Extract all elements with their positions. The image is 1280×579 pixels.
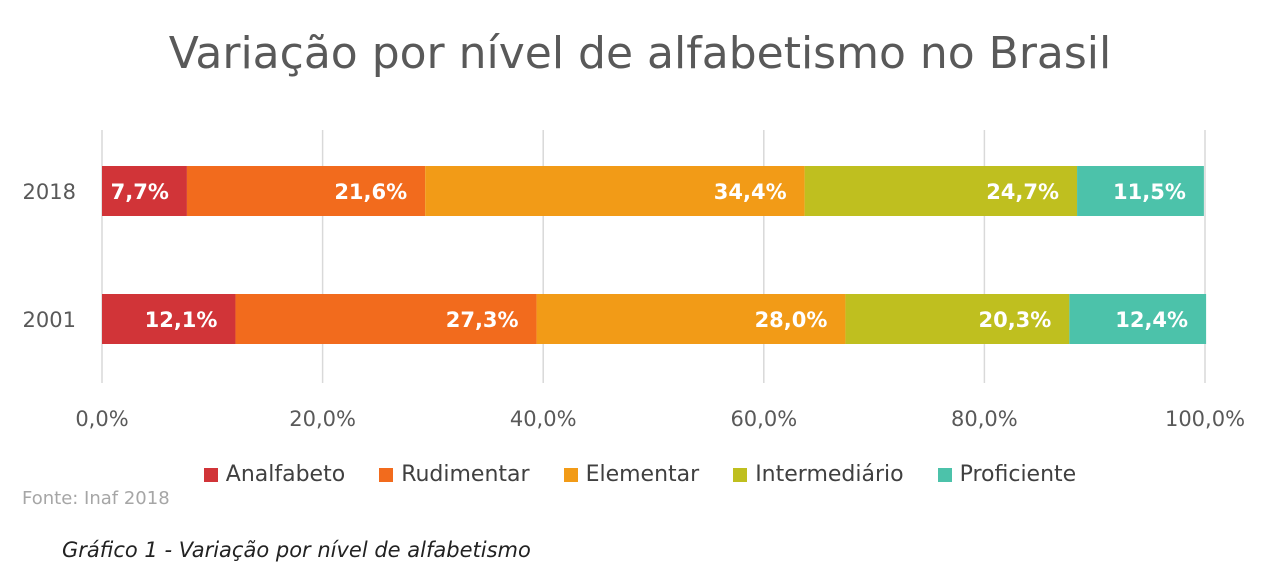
legend-item: Elementar bbox=[563, 462, 700, 487]
x-tick-label: 20,0% bbox=[289, 407, 356, 431]
legend-label: Analfabeto bbox=[225, 462, 346, 487]
legend-swatch bbox=[563, 467, 578, 482]
chart-title: Variação por nível de alfabetismo no Bra… bbox=[168, 28, 1112, 79]
bar-segment bbox=[536, 294, 846, 344]
legend-item: Intermediário bbox=[733, 462, 904, 487]
legend-item: Rudimentar bbox=[379, 462, 530, 487]
legend-label: Intermediário bbox=[755, 462, 904, 487]
data-label: 12,1% bbox=[145, 308, 218, 332]
data-label: 27,3% bbox=[446, 308, 519, 332]
legend-swatch bbox=[733, 467, 748, 482]
legend-item: Analfabeto bbox=[203, 462, 346, 487]
x-tick-label: 80,0% bbox=[951, 407, 1018, 431]
bar-segment bbox=[102, 166, 187, 216]
bar-segment bbox=[425, 166, 805, 216]
x-tick-label: 40,0% bbox=[510, 407, 577, 431]
data-label: 11,5% bbox=[1113, 180, 1186, 204]
legend-swatch bbox=[937, 467, 952, 482]
bar-segment bbox=[845, 294, 1070, 344]
x-tick-label: 100,0% bbox=[1165, 407, 1245, 431]
bar-segment bbox=[804, 166, 1078, 216]
bar-segment bbox=[235, 294, 537, 344]
x-tick-label: 60,0% bbox=[730, 407, 797, 431]
legend-swatch bbox=[203, 467, 218, 482]
y-tick-label: 2001 bbox=[23, 308, 76, 332]
x-tick-label: 0,0% bbox=[75, 407, 128, 431]
data-label: 24,7% bbox=[986, 180, 1059, 204]
y-tick-label: 2018 bbox=[23, 180, 76, 204]
bar-segment bbox=[186, 166, 426, 216]
legend-label: Elementar bbox=[585, 462, 700, 487]
legend: Analfabeto Rudimentar Elementar Intermediár… bbox=[0, 462, 1280, 487]
bars bbox=[102, 166, 1207, 344]
legend-label: Rudimentar bbox=[401, 462, 530, 487]
data-label: 7,7% bbox=[111, 180, 169, 204]
figure-caption: Gráfico 1 - Variação por nível de alfabe… bbox=[62, 538, 531, 562]
legend-swatch bbox=[379, 467, 394, 482]
data-label: 34,4% bbox=[714, 180, 787, 204]
data-label: 12,4% bbox=[1115, 308, 1188, 332]
axis-labels: 0,0% 20,0% 40,0% 60,0% 80,0% 100,0% 2018 2001 bbox=[23, 180, 1245, 431]
data-labels: 7,7% 21,6% 34,4% 24,7% 11,5% 12,1% 27,3% 28,0% 2… bbox=[111, 180, 1188, 332]
data-label: 20,3% bbox=[978, 308, 1051, 332]
legend-label: Proficiente bbox=[959, 462, 1077, 487]
source-note: Fonte: Inaf 2018 bbox=[22, 488, 170, 509]
legend-item: Proficiente bbox=[937, 462, 1077, 487]
bar-segment bbox=[102, 294, 236, 344]
data-label: 28,0% bbox=[755, 308, 828, 332]
data-label: 21,6% bbox=[334, 180, 407, 204]
bar-segment bbox=[1077, 166, 1204, 216]
bar-segment bbox=[1069, 294, 1207, 344]
